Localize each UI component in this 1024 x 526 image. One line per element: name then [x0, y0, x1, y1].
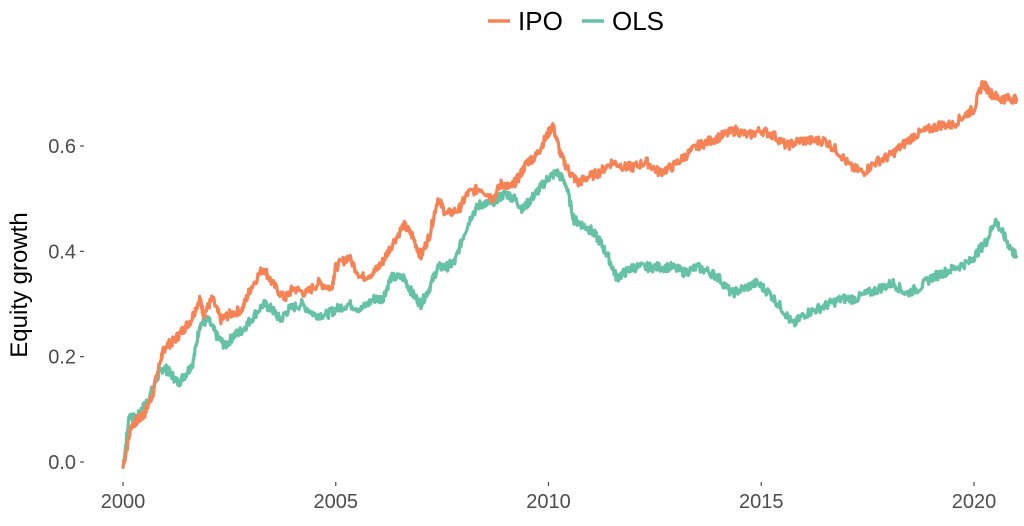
legend: IPO OLS [488, 6, 664, 36]
x-tick-label: 2000 [101, 491, 146, 513]
legend-label-ipo: IPO [518, 6, 563, 36]
series-line-ipo [121, 80, 1019, 469]
y-tick-label: 0.4 [48, 241, 76, 263]
x-axis: 2000 2005 2010 2015 2020 [101, 482, 997, 513]
x-tick-label: 2015 [739, 491, 784, 513]
y-tick-label: 0.2 [48, 347, 76, 369]
series-line-ols [121, 168, 1019, 469]
x-tick-label: 2010 [526, 491, 571, 513]
y-axis-title: Equity growth [6, 212, 33, 357]
y-tick-label: 0.0 [48, 452, 76, 474]
legend-label-ols: OLS [612, 6, 664, 36]
x-tick-label: 2020 [952, 491, 997, 513]
series-layer [121, 80, 1019, 469]
x-tick-label: 2005 [314, 491, 359, 513]
y-axis: 0.0 0.2 0.4 0.6 [48, 136, 84, 474]
y-tick-label: 0.6 [48, 136, 76, 158]
